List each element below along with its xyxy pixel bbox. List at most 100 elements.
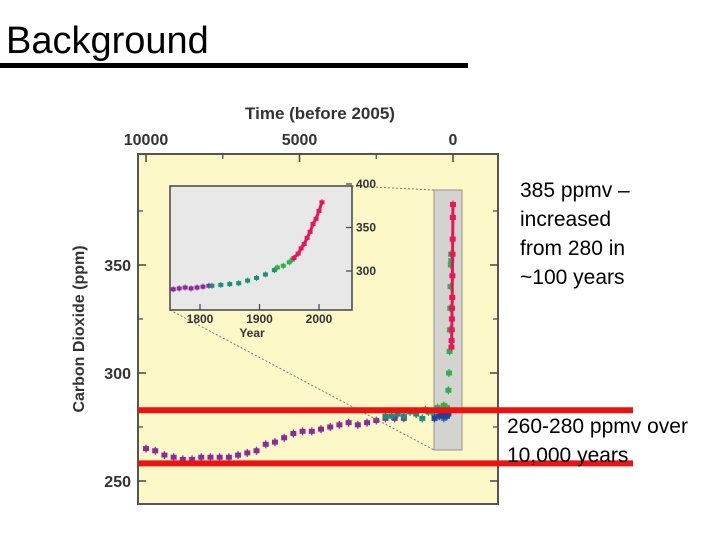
data-point (446, 370, 453, 376)
inset-y-tick-label: 300 (356, 264, 376, 278)
data-point (354, 422, 361, 428)
inset-data-point (301, 242, 307, 247)
annotation-recent-increase: 385 ppmv – increased from 280 in ~100 ye… (520, 179, 630, 289)
annotation-holocene-range: 260-280 ppmv over 10,000 years (507, 415, 688, 467)
chart-title: Time (before 2005) (245, 104, 395, 123)
inset-data-point (182, 285, 188, 290)
data-point (299, 428, 306, 434)
data-point (449, 294, 456, 300)
data-point (179, 456, 186, 462)
y-axis-label: Carbon Dioxide (ppm) (71, 245, 88, 412)
data-point (445, 387, 452, 393)
data-point (449, 214, 456, 220)
data-point (436, 413, 443, 419)
inset-data-point (188, 286, 194, 291)
inset-data-point (218, 282, 224, 287)
slide-title: Background (6, 20, 209, 62)
inset-data-point (298, 246, 304, 251)
data-point (440, 402, 447, 408)
data-point (449, 305, 456, 311)
inset-data-point (170, 287, 176, 292)
data-point (448, 327, 455, 333)
inset-data-point (271, 268, 277, 273)
data-point (394, 411, 401, 417)
data-point (448, 316, 455, 322)
inset-data-point (295, 251, 301, 256)
inset-data-point (313, 216, 319, 221)
data-point (391, 415, 398, 421)
data-point (290, 430, 297, 436)
data-point (449, 202, 456, 208)
data-point (271, 439, 278, 445)
data-point (262, 441, 269, 447)
inset-x-axis-label: Year (239, 326, 265, 340)
inset-data-point (316, 208, 322, 213)
data-point (143, 446, 149, 452)
title-underline (0, 63, 468, 68)
data-point (170, 454, 177, 460)
inset-data-point (236, 281, 242, 286)
data-point (419, 415, 426, 421)
inset-data-point (194, 285, 200, 290)
x-tick-label: 5000 (282, 132, 318, 149)
x-tick-label: 0 (449, 132, 458, 149)
data-point (225, 454, 232, 460)
main-plot: Time (before 2005) Carbon Dioxide (ppm) 10… (71, 104, 498, 491)
inset-data-point (176, 286, 182, 291)
inset-x-tick-label: 2000 (306, 312, 333, 326)
inset-data-point (227, 282, 233, 287)
inset-data-point (286, 260, 292, 265)
inset-data-point (200, 284, 206, 289)
data-point (449, 273, 456, 279)
data-point (308, 428, 315, 434)
data-point (400, 413, 407, 419)
data-point (189, 456, 196, 462)
data-point (345, 420, 352, 426)
data-point (448, 338, 455, 344)
y-tick-label: 300 (104, 366, 131, 383)
data-point (382, 413, 389, 419)
inset-data-point (304, 235, 310, 240)
data-point (448, 344, 455, 350)
data-point (216, 454, 223, 460)
data-point (207, 454, 214, 460)
inset-data-point (280, 263, 286, 268)
inset-x-tick-label: 1800 (187, 312, 214, 326)
inset-data-point (254, 275, 260, 280)
inset-data-point (209, 283, 215, 288)
data-point (198, 454, 205, 460)
data-point (327, 424, 334, 430)
inset-data-point (245, 278, 251, 283)
data-point (445, 411, 452, 417)
connector-bottom (169, 309, 435, 451)
data-point (449, 236, 456, 242)
highlight-lines (138, 407, 633, 467)
inset-connectors (169, 185, 435, 451)
inset-data-point (262, 272, 268, 277)
data-point (152, 448, 159, 454)
inset-data-point (274, 265, 280, 270)
data-point (317, 426, 324, 432)
inset-data-point (206, 283, 212, 288)
data-point (447, 284, 454, 290)
inset-data-point (291, 255, 297, 260)
inset-data-point (319, 200, 325, 205)
data-point (449, 251, 456, 257)
data-point (373, 418, 380, 424)
data-point (413, 411, 420, 417)
y-tick-label: 250 (104, 474, 131, 491)
data-point (336, 422, 343, 428)
inset-data-point (307, 229, 313, 234)
data-point (235, 452, 242, 458)
inset-x-tick-label: 1900 (246, 312, 273, 326)
data-point (447, 262, 454, 268)
data-point (281, 435, 288, 441)
data-point (364, 420, 371, 426)
x-tick-label: 10000 (124, 132, 169, 149)
data-point (431, 415, 438, 421)
connector-top (351, 185, 435, 191)
inset-plot-background (169, 185, 353, 311)
data-point (253, 448, 260, 454)
data-point (446, 348, 453, 354)
